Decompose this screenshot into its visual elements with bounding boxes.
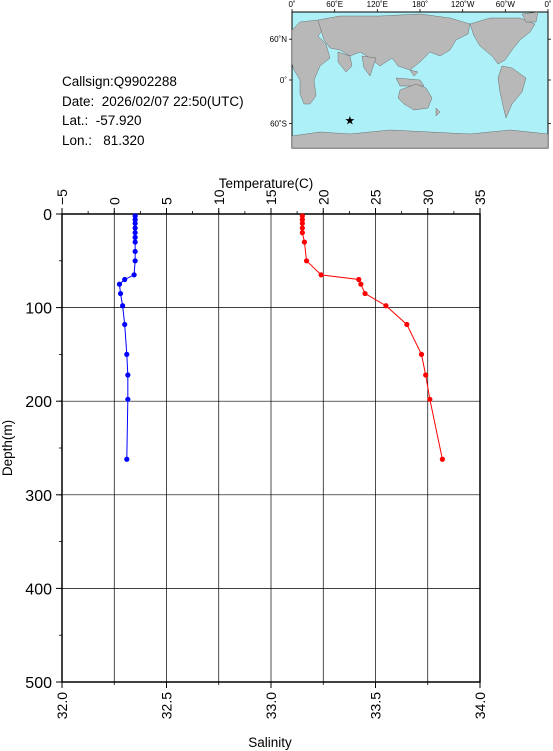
salinity-data-point [362,290,368,297]
map-lon-label: 0˚ [288,0,295,9]
salinity-data-point [427,396,433,402]
salinity-data-point [299,230,305,236]
salinity-data-point [318,272,324,278]
temperature-tick-label: 20 [315,189,331,205]
chart-series [116,213,445,462]
salinity-data-point [356,276,362,283]
temperature-data-point [116,281,123,287]
temperature-tick-label: 5 [159,197,175,205]
temperature-data-point [122,321,128,328]
salinity-data-point [439,456,445,462]
temperature-data-point [125,372,131,378]
temperature-tick-label: −5 [54,189,70,205]
depth-tick-label: 200 [25,394,52,411]
depth-tick-label: 100 [25,301,52,318]
depth-tick-label: 500 [25,675,52,692]
temperature-data-point [122,276,128,283]
salinity-axis-title: Salinity [248,735,292,750]
temperature-data-point [124,351,130,357]
date-label: Date: 2026/02/07 22:50(UTC) [62,93,244,109]
temperature-data-point [132,220,138,226]
temperature-data-point [132,230,138,236]
salinity-data-point [383,303,389,309]
map-lon-labels: 0˚ 60˚E 120˚E 180˚ 120˚W 60˚W 0˚ [288,0,551,9]
depth-tick-labels: 0 100 200 300 400 500 [25,207,52,692]
map-lon-label: 120˚E [367,0,388,9]
temperature-data-point [132,248,138,255]
axis-ticks [56,208,481,688]
salinity-data-point [299,217,305,223]
map-lat-label: 0˚ [280,76,287,85]
map-lon-label: 60˚W [496,0,516,9]
temperature-data-point [132,217,138,223]
depth-tick-label: 400 [25,581,52,598]
salinity-data-point [299,225,305,231]
map-lat-labels: 60˚N 0˚ 60˚S [270,35,288,128]
salinity-data-point [404,321,410,328]
temperature-data-point [117,290,124,297]
lat-label: Lat.: -57.920 [62,113,142,128]
salinity-tick-label: 34.0 [472,692,488,719]
map-ticks [289,9,551,124]
temperature-data-point [131,272,137,278]
salinity-data-point [358,281,364,287]
salinity-data-point [301,239,308,245]
salinity-tick-label: 33.5 [368,692,384,719]
salinity-data-point [299,220,305,226]
salinity-data-point [299,213,305,219]
map-lon-label: 0˚ [544,0,551,9]
float-location-star: ★ [344,114,355,128]
temperature-tick-label: 15 [263,189,279,205]
map-lon-label: 60˚E [326,0,343,9]
float-info: Callsign:Q9902288 Date: 2026/02/07 22:50… [62,72,244,150]
temperature-tick-label: 35 [472,189,488,205]
salinity-tick-label: 32.0 [54,692,70,719]
salinity-tick-labels: 32.0 32.5 33.0 33.5 34.0 [54,692,488,719]
depth-tick-label: 300 [25,488,52,505]
temperature-data-point [132,225,138,231]
temperature-data-point [132,239,138,245]
temperature-data-point [120,303,126,309]
profile-chart: −5 0 5 10 15 20 25 30 35 32.0 32.5 33.0 33.5 34.0 01… [0,176,488,750]
temperature-tick-label: 0 [106,197,122,205]
temperature-data-point [132,258,138,264]
map-lat-label: 60˚N [270,35,288,44]
temperature-axis-title: Temperature(C) [219,176,314,191]
salinity-data-point [303,258,310,264]
salinity-tick-label: 32.5 [159,692,175,719]
depth-axis-title: Depth(m) [0,420,15,476]
salinity-data-point [418,351,425,357]
map-lat-label: 60˚S [270,120,287,129]
temperature-data-point [132,213,138,219]
temperature-tick-label: 30 [420,189,436,205]
callsign-label: Callsign:Q9902288 [62,74,177,89]
chart-grid [61,213,481,683]
temperature-tick-label: 10 [211,189,227,205]
map-land [291,11,549,149]
depth-tick-label: 0 [43,207,52,224]
map-lon-label: 120˚W [451,0,475,9]
temperature-data-point [125,396,131,402]
temperature-data-point [124,456,130,462]
temperature-data-point [132,234,138,240]
salinity-data-point [423,372,429,378]
map-lon-label: 180˚ [412,0,428,9]
salinity-tick-label: 33.0 [263,692,279,719]
location-map: ★ 0˚ 60˚E 120˚E 180˚ 120˚W 60˚W 0˚ 60˚N 0˚ 60˚S [270,0,552,149]
temperature-tick-labels: −5 0 5 10 15 20 25 30 35 [54,189,488,205]
temperature-tick-label: 25 [368,189,384,205]
lon-label: Lon.: 81.320 [62,132,145,148]
